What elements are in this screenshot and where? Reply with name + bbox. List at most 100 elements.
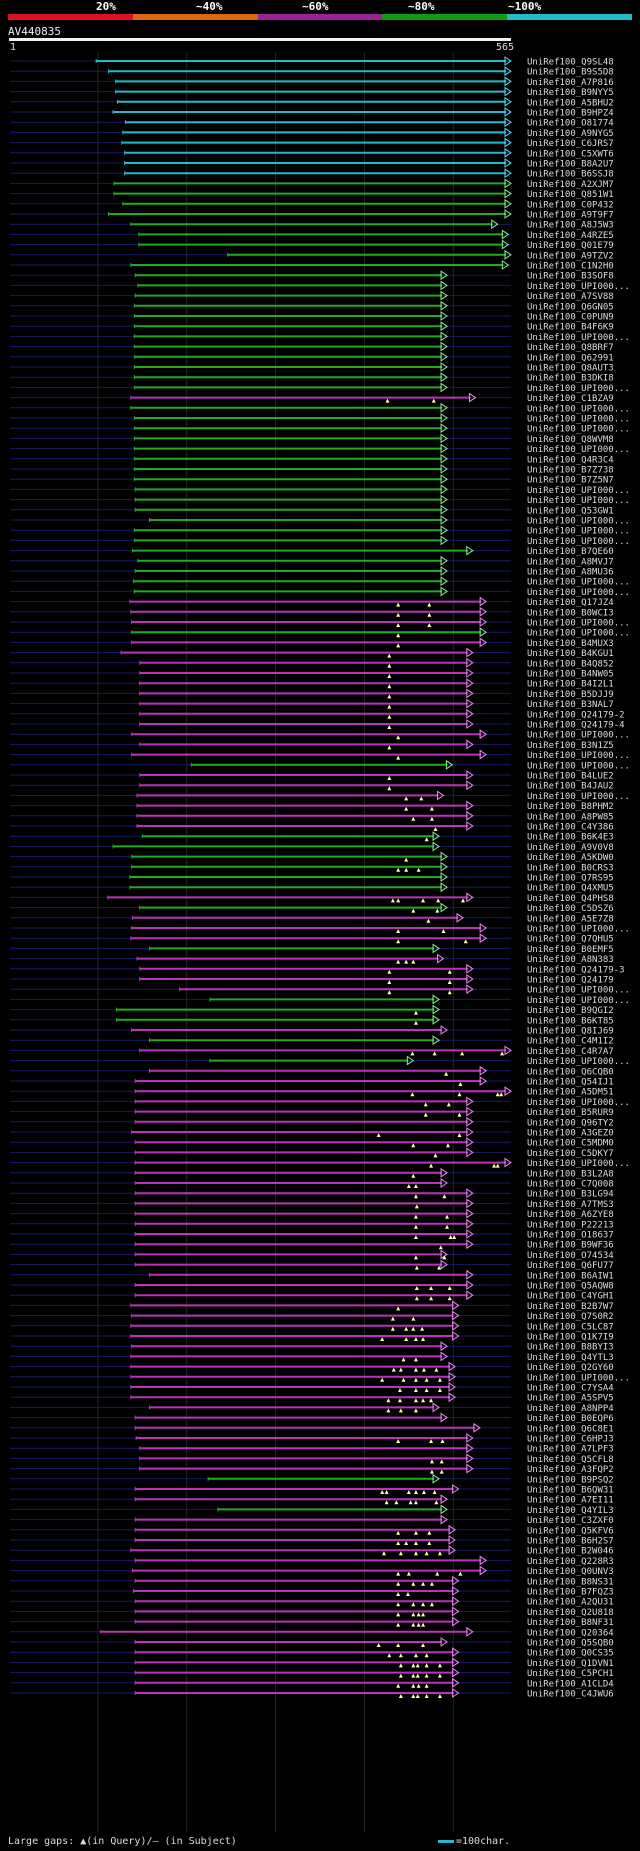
hit-label[interactable]: UniRef100_A7LPF3	[527, 1445, 614, 1455]
hit-label[interactable]: UniRef100_A8MVJ7	[527, 557, 614, 567]
hit-row[interactable]: UniRef100_B8BYI3	[10, 1341, 614, 1353]
hit-label[interactable]: UniRef100_Q6FU77	[527, 1261, 614, 1271]
hit-row[interactable]: UniRef100_C5PCH1	[10, 1667, 614, 1680]
hit-label[interactable]: UniRef100_UPI000...	[527, 619, 630, 629]
hit-label[interactable]: UniRef100_B0EQP6	[527, 1414, 614, 1424]
hit-row[interactable]: UniRef100_B5DJJ9	[10, 688, 614, 700]
hit-label[interactable]: UniRef100_C5DSZ6	[527, 904, 614, 914]
hit-row[interactable]: UniRef100_A8NPP4	[10, 1402, 614, 1414]
hit-row[interactable]: UniRef100_Q62991	[10, 351, 614, 364]
hit-row[interactable]: UniRef100_C1N2H0	[10, 260, 614, 272]
hit-label[interactable]: UniRef100_Q2GY60	[527, 1363, 614, 1373]
hit-label[interactable]: UniRef100_C5DKY7	[527, 1149, 614, 1159]
hit-row[interactable]: UniRef100_UPI000...	[10, 331, 630, 343]
hit-label[interactable]: UniRef100_A3FQP2	[527, 1465, 614, 1475]
hit-label[interactable]: UniRef100_Q7QHU5	[527, 935, 614, 945]
hit-row[interactable]: UniRef100_B3N1Z5	[10, 739, 614, 751]
hit-row[interactable]: UniRef100_C4YGH1	[10, 1290, 614, 1302]
hit-label[interactable]: UniRef100_UPI000...	[527, 333, 630, 343]
hit-row[interactable]: UniRef100_Q5KFV6	[10, 1524, 614, 1537]
hit-label[interactable]: UniRef100_UPI000...	[527, 527, 630, 537]
hit-row[interactable]: UniRef100_B9WF36	[10, 1239, 614, 1251]
hit-row[interactable]: UniRef100_UPI000...	[10, 413, 630, 425]
hit-row[interactable]: UniRef100_B9HPZ4	[10, 107, 614, 119]
hit-label[interactable]: UniRef100_B3NAL7	[527, 700, 614, 710]
hit-row[interactable]: UniRef100_UPI000...	[10, 1096, 630, 1108]
hit-label[interactable]: UniRef100_B0WCI3	[527, 608, 614, 618]
hit-label[interactable]: UniRef100_C4Y386	[527, 823, 614, 833]
hit-label[interactable]: UniRef100_UPI000...	[527, 629, 630, 639]
hit-label[interactable]: UniRef100_UPI000...	[527, 996, 630, 1006]
hit-label[interactable]: UniRef100_B5DJJ9	[527, 690, 614, 700]
hit-row[interactable]: UniRef100_UPI000...	[10, 1055, 630, 1068]
hit-row[interactable]: UniRef100_B3L2A8	[10, 1167, 614, 1180]
hit-label[interactable]: UniRef100_UPI000...	[527, 415, 630, 425]
hit-row[interactable]: UniRef100_B4JAU2	[10, 780, 614, 792]
hit-label[interactable]: UniRef100_UPI000...	[527, 751, 630, 761]
hit-label[interactable]: UniRef100_B6QW31	[527, 1486, 614, 1496]
hit-label[interactable]: UniRef100_Q228R3	[527, 1557, 614, 1567]
hit-row[interactable]: UniRef100_B4LUE2	[10, 770, 614, 782]
hit-row[interactable]: UniRef100_C5LC87	[10, 1320, 614, 1333]
hit-label[interactable]: UniRef100_B7Z738	[527, 466, 614, 476]
hit-label[interactable]: UniRef100_B2B7W7	[527, 1302, 614, 1312]
hit-label[interactable]: UniRef100_UPI000...	[527, 578, 630, 588]
hit-label[interactable]: UniRef100_Q9SL48	[527, 58, 614, 68]
hit-label[interactable]: UniRef100_UPI000...	[527, 384, 630, 394]
hit-label[interactable]: UniRef100_Q4XMU5	[527, 884, 614, 894]
hit-row[interactable]: UniRef100_UPI000...	[10, 576, 630, 588]
hit-row[interactable]: UniRef100_Q4YTL3	[10, 1351, 614, 1363]
hit-row[interactable]: UniRef100_A3GEZ0	[10, 1127, 614, 1139]
hit-label[interactable]: UniRef100_UPI000...	[527, 517, 630, 527]
hit-label[interactable]: UniRef100_B4KGU1	[527, 649, 614, 659]
hit-label[interactable]: UniRef100_B9NYY5	[527, 88, 614, 98]
hit-row[interactable]: UniRef100_A9NYG5	[10, 127, 614, 139]
hit-label[interactable]: UniRef100_B6AIW1	[527, 1271, 614, 1281]
hit-row[interactable]: UniRef100_A7EI11	[10, 1494, 614, 1506]
hit-row[interactable]: UniRef100_B6H2S7	[10, 1535, 614, 1547]
hit-label[interactable]: UniRef100_B4I2L1	[527, 680, 614, 690]
hit-row[interactable]: UniRef100_A8PW85	[10, 810, 614, 823]
hit-row[interactable]: UniRef100_C4Y386	[10, 821, 614, 833]
hit-label[interactable]: UniRef100_UPI000...	[527, 731, 630, 741]
hit-row[interactable]: UniRef100_UPI000...	[10, 484, 630, 496]
hit-row[interactable]: UniRef100_O18637	[10, 1229, 614, 1241]
hit-row[interactable]: UniRef100_C4R7A7	[10, 1045, 614, 1057]
hit-row[interactable]: UniRef100_B6K4E3	[10, 831, 614, 843]
hit-row[interactable]: UniRef100_UPI000...	[10, 627, 630, 639]
hit-row[interactable]: UniRef100_B6QW31	[10, 1484, 614, 1496]
hit-row[interactable]: UniRef100_UPI000...	[10, 525, 630, 537]
hit-row[interactable]: UniRef100_B2B7W7	[10, 1300, 614, 1312]
hit-row[interactable]: UniRef100_Q7S0R2	[10, 1310, 614, 1323]
hit-label[interactable]: UniRef100_B8NF31	[527, 1618, 614, 1628]
hit-row[interactable]: UniRef100_UPI000...	[10, 423, 630, 435]
hit-row[interactable]: UniRef100_B6SSJ8	[10, 168, 614, 180]
hit-row[interactable]: UniRef100_UPI000...	[10, 729, 630, 741]
hit-label[interactable]: UniRef100_B8A2U7	[527, 160, 614, 170]
hit-row[interactable]: UniRef100_Q7QHU5	[10, 933, 614, 945]
hit-row[interactable]: UniRef100_Q5CFL8	[10, 1453, 614, 1465]
hit-row[interactable]: UniRef100_UPI000...	[10, 1371, 630, 1384]
hit-label[interactable]: UniRef100_B3DKI8	[527, 374, 614, 384]
hit-label[interactable]: UniRef100_A9T9F7	[527, 211, 614, 221]
hit-label[interactable]: UniRef100_Q6GN05	[527, 302, 614, 312]
hit-label[interactable]: UniRef100_B6H2S7	[527, 1537, 614, 1547]
hit-row[interactable]: UniRef100_C5DSZ6	[10, 902, 614, 915]
hit-label[interactable]: UniRef100_A5E7Z8	[527, 914, 614, 924]
hit-row[interactable]: UniRef100_A3FQP2	[10, 1463, 614, 1476]
hit-row[interactable]: UniRef100_B4KGU1	[10, 647, 614, 660]
hit-label[interactable]: UniRef100_B5RUR9	[527, 1108, 614, 1118]
hit-row[interactable]: UniRef100_B4I2L1	[10, 678, 614, 690]
hit-label[interactable]: UniRef100_C7YSA4	[527, 1384, 614, 1394]
hit-row[interactable]: UniRef100_UPI000...	[10, 586, 630, 598]
hit-row[interactable]: UniRef100_C0P432	[10, 198, 614, 211]
hit-label[interactable]: UniRef100_A5SPV5	[527, 1394, 614, 1404]
hit-label[interactable]: UniRef100_B9WF36	[527, 1241, 614, 1251]
hit-label[interactable]: UniRef100_A9TZV2	[527, 251, 614, 261]
hit-label[interactable]: UniRef100_A7EI11	[527, 1496, 614, 1506]
hit-row[interactable]: UniRef100_C1BZA9	[10, 392, 614, 405]
hit-label[interactable]: UniRef100_Q7RS95	[527, 874, 614, 884]
hit-label[interactable]: UniRef100_A8J5W3	[527, 221, 614, 231]
hit-row[interactable]: UniRef100_A5E7Z8	[10, 912, 614, 925]
hit-row[interactable]: UniRef100_A9TZV2	[10, 249, 614, 261]
